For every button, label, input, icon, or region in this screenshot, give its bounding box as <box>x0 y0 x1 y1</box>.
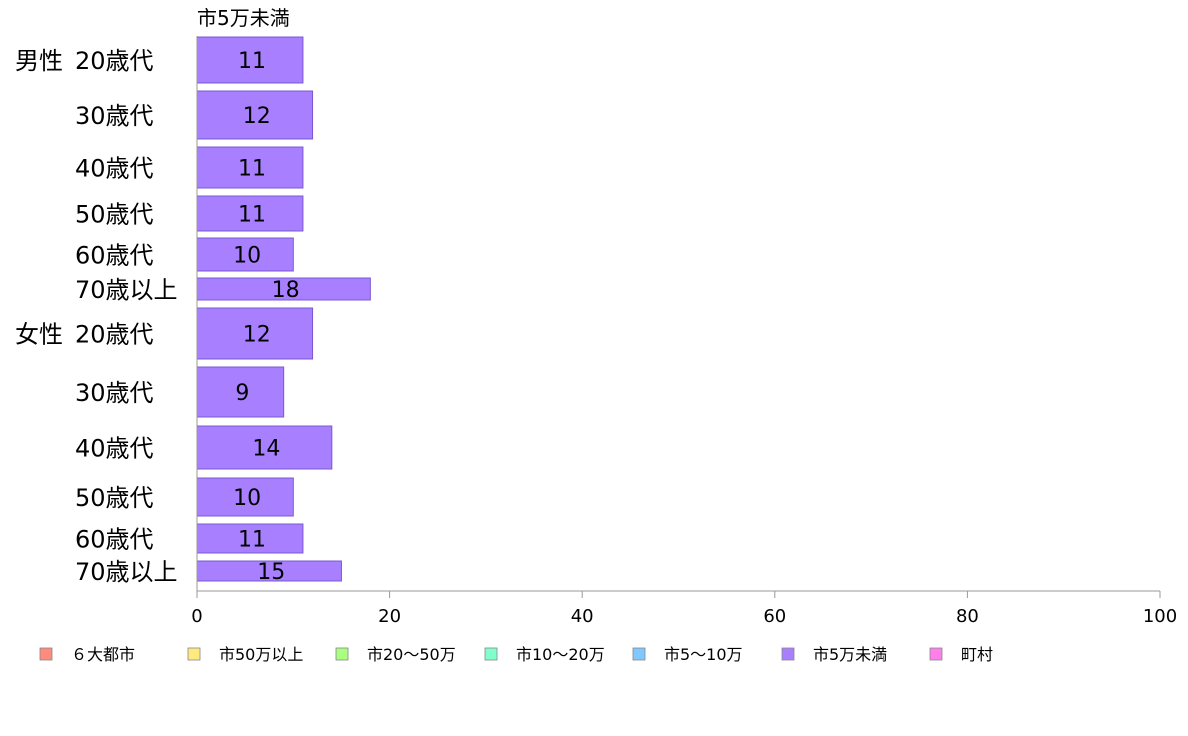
legend-label: 市50万以上 <box>219 645 303 664</box>
legend-swatch <box>929 647 943 661</box>
bar-value-label: 11 <box>238 203 266 228</box>
category-label: 70歳以上 <box>75 558 178 586</box>
category-label: 50歳代 <box>75 201 154 229</box>
category-label: 30歳代 <box>75 102 154 130</box>
bar <box>196 237 294 272</box>
category-label: 60歳代 <box>75 242 154 270</box>
legend-swatch <box>632 647 646 661</box>
bar-value-label: 10 <box>233 486 261 511</box>
bar-value-label: 15 <box>257 560 285 585</box>
category-label: 70歳以上 <box>75 276 178 304</box>
x-axis: 0 20 40 60 80 100 <box>191 36 1177 627</box>
bar-value-label: 14 <box>252 437 280 462</box>
bar-value-label: 10 <box>233 244 261 269</box>
bar-value-label: 12 <box>243 323 271 348</box>
x-tick-label: 80 <box>956 606 979 627</box>
legend-swatch <box>484 647 498 661</box>
legend-label: 町村 <box>961 645 993 664</box>
bar <box>196 195 304 232</box>
group-label: 女性 <box>15 321 63 349</box>
bar <box>196 90 314 140</box>
legend-swatch <box>335 647 349 661</box>
x-tick-label: 100 <box>1143 606 1177 627</box>
x-tick-label: 60 <box>763 606 786 627</box>
bar <box>196 366 285 418</box>
category-labels: 20歳代男性30歳代40歳代50歳代60歳代70歳以上20歳代女性30歳代40歳… <box>15 47 178 586</box>
bar-value-label: 18 <box>272 278 300 303</box>
bar <box>196 36 304 84</box>
series-title: 市5万未満 <box>197 6 290 30</box>
legend-label: 市10〜20万 <box>516 645 605 664</box>
bar <box>196 146 304 189</box>
legend-label: ６大都市 <box>71 645 135 664</box>
legend: ６大都市 市50万以上 市20〜50万 市10〜20万 市5〜10万 市5万未満 町村 <box>39 645 993 664</box>
bar-value-label: 11 <box>238 157 266 182</box>
legend-label: 市5万未満 <box>813 645 887 664</box>
bar-value-label: 9 <box>235 381 249 406</box>
category-label: 20歳代 <box>75 321 154 349</box>
bar-value-label: 11 <box>238 49 266 74</box>
legend-swatch <box>39 647 53 661</box>
legend-label: 市5〜10万 <box>664 645 743 664</box>
category-label: 40歳代 <box>75 155 154 183</box>
x-tick-label: 40 <box>571 606 594 627</box>
legend-swatch <box>781 647 795 661</box>
x-tick-label: 0 <box>191 606 202 627</box>
category-label: 60歳代 <box>75 526 154 554</box>
category-label: 50歳代 <box>75 484 154 512</box>
legend-swatch <box>187 647 201 661</box>
group-label: 男性 <box>15 47 63 75</box>
category-label: 40歳代 <box>75 435 154 463</box>
category-label: 30歳代 <box>75 379 154 407</box>
bar-value-label: 11 <box>238 528 266 553</box>
x-tick-label: 20 <box>378 606 401 627</box>
bar <box>196 307 314 360</box>
legend-label: 市20〜50万 <box>367 645 456 664</box>
category-label: 20歳代 <box>75 47 154 75</box>
bar-value-label: 12 <box>243 104 271 129</box>
